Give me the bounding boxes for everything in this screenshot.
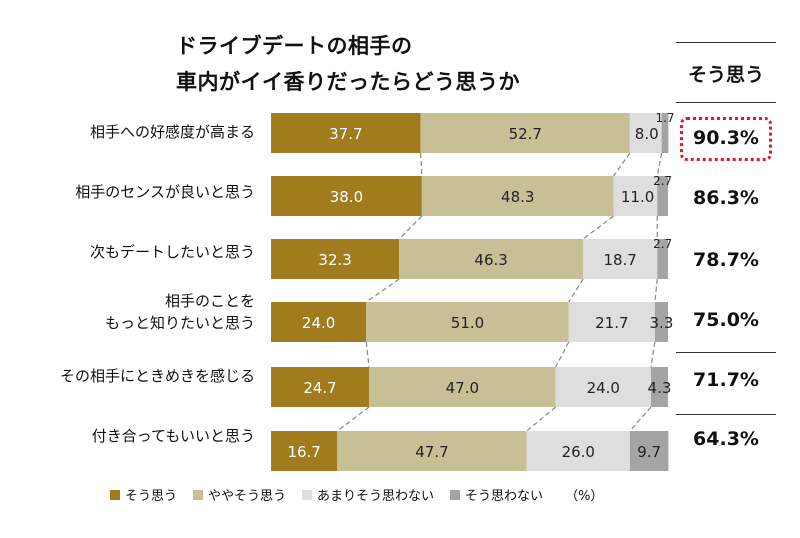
summary-value-6: 64.3%	[693, 428, 759, 450]
connector-line-r3-b2	[568, 278, 584, 303]
value-label-r5-s3: 24.0	[587, 379, 620, 397]
bar-segment-r5-s3	[555, 367, 651, 407]
chart-title-line1: ドライブデートの相手の	[176, 34, 413, 58]
connector-line-r4-b3	[650, 341, 656, 368]
bar-segment-r4-s4	[654, 302, 668, 342]
row-label-1: 相手への好感度が高まる	[89, 123, 255, 141]
connector-line-r4-b2	[555, 341, 570, 368]
connector-line-r2-b1	[398, 215, 423, 240]
summary-value-2: 86.3%	[693, 187, 759, 209]
bar-segment-r3-s2	[399, 239, 584, 279]
bar-segment-r6-s1	[271, 431, 338, 471]
legend-item-somewhat-agree: ややそう思う	[193, 485, 286, 504]
bar-segment-r3-s3	[583, 239, 658, 279]
connector-line-r4-b1	[365, 341, 370, 368]
bar-segment-r2-s1	[271, 176, 422, 216]
legend-item-strongly-agree: そう思う	[110, 485, 177, 504]
summary-value-3: 78.7%	[693, 249, 759, 271]
value-label-r2-s3: 11.0	[621, 188, 654, 206]
value-label-r4-s3: 21.7	[595, 314, 628, 332]
value-label-r1-s2: 52.7	[509, 125, 542, 143]
row-label-4a: 相手のことを	[164, 292, 255, 310]
row-label-6: 付き合ってもいいと思う	[91, 427, 255, 445]
bar-segment-r4-s1	[271, 302, 367, 342]
legend-item-not-really: あまりそう思わない	[302, 485, 434, 504]
connector-line-r5-b1	[336, 406, 370, 432]
bar-segment-r1-s4	[661, 113, 669, 153]
value-label-r2-s4: 2.7	[653, 174, 672, 188]
summary-value-5: 71.7%	[693, 369, 759, 391]
connector-line-r5-b3	[629, 406, 652, 432]
legend-swatch	[302, 489, 313, 500]
chart-title-line2: 車内がイイ香りだったらどう思うか	[176, 70, 520, 94]
bar-segment-r4-s3	[568, 302, 655, 342]
value-label-r6-s2: 47.7	[415, 443, 448, 461]
bar-segment-r2-s3	[613, 176, 658, 216]
legend-label: あまりそう思わない	[317, 489, 435, 504]
value-label-r3-s4: 2.7	[653, 237, 672, 251]
value-label-r1-s4: 1.7	[655, 111, 674, 125]
summary-row-rule-4-5	[676, 352, 776, 353]
summary-value-1: 90.3%	[693, 127, 759, 149]
row-label-5: その相手にときめきを感じる	[59, 367, 255, 385]
bar-segment-r1-s3	[629, 113, 662, 153]
legend-swatch	[193, 489, 204, 500]
value-label-r2-s2: 48.3	[501, 188, 534, 206]
connector-line-r3-b1	[365, 278, 400, 303]
bar-segment-r3-s4	[657, 239, 668, 279]
legend-item-disagree: そう思わない	[450, 485, 543, 504]
value-label-r1-s1: 37.7	[329, 125, 362, 143]
value-label-r6-s4: 9.7	[637, 443, 661, 461]
value-label-r5-s2: 47.0	[446, 379, 479, 397]
value-label-r5-s4: 4.3	[648, 379, 672, 397]
value-label-r2-s1: 38.0	[330, 188, 363, 206]
legend-swatch	[450, 489, 461, 500]
connector-line-r5-b2	[526, 406, 557, 432]
legend-label: そう思う	[125, 489, 178, 504]
legend-label: ややそう思う	[208, 489, 287, 504]
value-label-r5-s1: 24.7	[303, 379, 336, 397]
bar-segment-r6-s4	[629, 431, 669, 471]
value-label-r3-s3: 18.7	[603, 251, 636, 269]
bar-segment-r5-s4	[650, 367, 668, 407]
value-label-r4-s2: 51.0	[451, 314, 484, 332]
row-label-2: 相手のセンスが良いと思う	[75, 183, 255, 201]
value-label-r6-s3: 26.0	[562, 443, 595, 461]
bar-segment-r6-s3	[526, 431, 630, 471]
connector-line-r1-b3	[656, 152, 663, 177]
value-label-r4-s1: 24.0	[302, 314, 335, 332]
value-label-r3-s2: 46.3	[474, 251, 507, 269]
value-label-r3-s1: 32.3	[318, 251, 351, 269]
bar-segment-r1-s2	[420, 113, 630, 153]
highlight-dotted-box	[680, 117, 772, 161]
value-label-r4-s4: 3.3	[650, 314, 674, 332]
connector-line-r3-b3	[654, 278, 658, 303]
connector-line-r1-b1	[420, 152, 423, 177]
bar-segment-r3-s1	[271, 239, 400, 279]
bar-segment-r1-s1	[271, 113, 421, 153]
unit-label: （%）	[565, 489, 604, 504]
row-label-4b: もっと知りたいと思う	[104, 314, 255, 332]
legend: そう思う ややそう思う あまりそう思わない そう思わない （%）	[110, 485, 603, 504]
connector-line-r1-b2	[613, 152, 631, 177]
bar-segment-r5-s2	[369, 367, 556, 407]
summary-header: そう思う	[687, 64, 764, 86]
summary-row-rule-5-6	[676, 414, 776, 415]
summary-top-rule	[676, 42, 776, 43]
summary-header-rule	[676, 102, 776, 103]
value-label-r1-s3: 8.0	[635, 125, 659, 143]
legend-label: そう思わない	[465, 489, 544, 504]
legend-swatch	[110, 489, 120, 500]
connector-line-r2-b2	[582, 215, 614, 240]
summary-value-4: 75.0%	[693, 309, 759, 331]
value-label-r6-s1: 16.7	[287, 443, 320, 461]
bar-segment-r5-s1	[271, 367, 370, 407]
row-label-3: 次もデートしたいと思う	[89, 243, 255, 261]
bar-segment-r2-s2	[421, 176, 614, 216]
bar-segment-r6-s2	[337, 431, 527, 471]
bar-segment-r4-s2	[366, 302, 569, 342]
bar-segment-r2-s4	[657, 176, 668, 216]
